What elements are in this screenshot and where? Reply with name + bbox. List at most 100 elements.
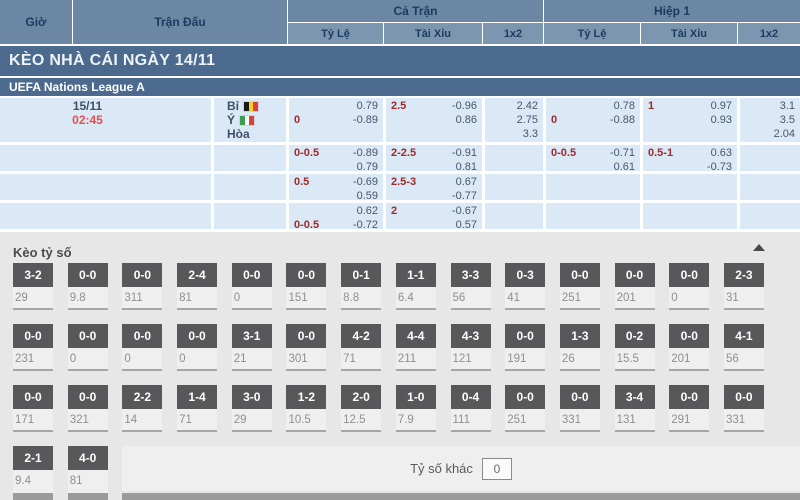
score-cell[interactable]: 3-1 21: [231, 324, 272, 371]
score-box[interactable]: 1-3: [559, 324, 600, 348]
h1-handicap-cell[interactable]: [546, 203, 640, 229]
score-cell[interactable]: 3-0 29: [231, 385, 272, 432]
score-box[interactable]: 1-2: [286, 385, 327, 409]
score-box[interactable]: 4-3: [450, 324, 491, 348]
score-cell[interactable]: 1-1 6.4: [395, 263, 436, 310]
score-cell[interactable]: 0-0 0: [122, 324, 163, 371]
collapse-section-button[interactable]: [751, 241, 767, 253]
score-box[interactable]: 0-0: [122, 324, 163, 348]
ft-handicap-cell[interactable]: 0.5 -0.69 0.59: [289, 174, 383, 200]
ft-overunder-cell[interactable]: 2 -0.67 0.57: [386, 203, 482, 229]
score-box[interactable]: 0-0: [559, 263, 600, 287]
other-score-input[interactable]: [481, 457, 512, 480]
score-cell[interactable]: 0-0 0: [669, 263, 710, 310]
score-box[interactable]: 4-0: [67, 446, 108, 470]
score-box[interactable]: 0-0: [67, 324, 108, 348]
score-cell[interactable]: 4-0 81: [67, 446, 108, 493]
score-box[interactable]: 0-0: [723, 385, 764, 409]
ft-overunder-cell[interactable]: 2.5 -0.96 0.86: [386, 98, 482, 142]
score-box[interactable]: 0-0: [286, 263, 327, 287]
score-cell[interactable]: 4-3 121: [450, 324, 491, 371]
score-cell[interactable]: 1-4 71: [177, 385, 218, 432]
score-box[interactable]: 0-1: [341, 263, 382, 287]
ft-1x2-cell[interactable]: [485, 203, 543, 229]
score-box[interactable]: 0-2: [614, 324, 655, 348]
score-cell[interactable]: 0-0 311: [122, 263, 163, 310]
score-cell[interactable]: 0-0 251: [505, 385, 546, 432]
score-cell[interactable]: 0-0 0: [231, 263, 272, 310]
score-box[interactable]: 0-0: [669, 263, 710, 287]
score-cell[interactable]: 0-0 331: [723, 385, 764, 432]
score-box[interactable]: 4-2: [341, 324, 382, 348]
h1-overunder-cell[interactable]: [643, 174, 737, 200]
ft-overunder-cell[interactable]: 2.5-3 0.67 -0.77: [386, 174, 482, 200]
score-cell[interactable]: 0-0 321: [67, 385, 108, 432]
h1-1x2-cell[interactable]: [740, 145, 800, 171]
h1-overunder-cell[interactable]: 0.5-1 0.63 -0.73: [643, 145, 737, 171]
score-box[interactable]: 0-0: [669, 385, 710, 409]
score-box[interactable]: 2-2: [122, 385, 163, 409]
score-box[interactable]: 2-3: [723, 263, 764, 287]
score-box[interactable]: 0-0: [67, 263, 108, 287]
score-cell[interactable]: 2-2 14: [122, 385, 163, 432]
score-box[interactable]: 1-0: [395, 385, 436, 409]
score-box[interactable]: 0-0: [559, 385, 600, 409]
score-cell[interactable]: 1-0 7.9: [395, 385, 436, 432]
score-box[interactable]: 4-4: [395, 324, 436, 348]
ft-handicap-cell[interactable]: 0-0.5 -0.89 0.79: [289, 145, 383, 171]
h1-overunder-cell[interactable]: 1 0.97 0.93: [643, 98, 737, 142]
score-cell[interactable]: 0-0 251: [559, 263, 600, 310]
score-cell[interactable]: 0-0 151: [286, 263, 327, 310]
score-box[interactable]: 3-0: [231, 385, 272, 409]
score-cell[interactable]: 0-0 0: [177, 324, 218, 371]
score-cell[interactable]: 0-0 171: [13, 385, 53, 432]
score-box[interactable]: 3-1: [231, 324, 272, 348]
score-box[interactable]: 2-1: [13, 446, 53, 470]
score-box[interactable]: 0-0: [122, 263, 163, 287]
score-box[interactable]: 2-0: [341, 385, 382, 409]
h1-handicap-cell[interactable]: [546, 174, 640, 200]
score-cell[interactable]: 0-0 331: [559, 385, 600, 432]
score-cell[interactable]: 0-0 301: [286, 324, 327, 371]
ft-1x2-cell[interactable]: [485, 145, 543, 171]
score-box[interactable]: 0-0: [505, 385, 546, 409]
score-cell[interactable]: 0-4 111: [450, 385, 491, 432]
score-cell[interactable]: 0-0 191: [505, 324, 546, 371]
h1-handicap-cell[interactable]: 0.78 0 -0.88: [546, 98, 640, 142]
h1-1x2-cell[interactable]: 3.1 3.5 2.04: [740, 98, 800, 142]
score-cell[interactable]: 0-0 9.8: [67, 263, 108, 310]
score-box[interactable]: 1-4: [177, 385, 218, 409]
score-cell[interactable]: 4-4 211: [395, 324, 436, 371]
score-box[interactable]: 1-1: [395, 263, 436, 287]
score-cell[interactable]: 3-3 56: [450, 263, 491, 310]
h1-overunder-cell[interactable]: [643, 203, 737, 229]
score-cell[interactable]: 2-0 12.5: [341, 385, 382, 432]
score-box[interactable]: 3-2: [13, 263, 53, 287]
score-box[interactable]: 0-0: [669, 324, 710, 348]
ft-1x2-cell[interactable]: [485, 174, 543, 200]
score-cell[interactable]: 0-0 201: [614, 263, 655, 310]
score-cell[interactable]: 4-1 56: [723, 324, 764, 371]
ft-1x2-cell[interactable]: 2.42 2.75 3.3: [485, 98, 543, 142]
ft-overunder-cell[interactable]: 2-2.5 -0.91 0.81: [386, 145, 482, 171]
score-cell[interactable]: 0-3 41: [505, 263, 546, 310]
score-cell[interactable]: 0-0 201: [669, 324, 710, 371]
score-cell[interactable]: 0-0 291: [669, 385, 710, 432]
ft-handicap-cell[interactable]: 0.62 0-0.5 -0.72: [289, 203, 383, 229]
score-cell[interactable]: 3-4 131: [614, 385, 655, 432]
score-box[interactable]: 4-1: [723, 324, 764, 348]
score-cell[interactable]: 0-1 8.8: [341, 263, 382, 310]
score-cell[interactable]: 0-0 0: [67, 324, 108, 371]
score-box[interactable]: 0-0: [286, 324, 327, 348]
h1-1x2-cell[interactable]: [740, 174, 800, 200]
score-cell[interactable]: 3-2 29: [13, 263, 53, 310]
score-cell[interactable]: 0-0 231: [13, 324, 53, 371]
score-cell[interactable]: 1-3 26: [559, 324, 600, 371]
score-box[interactable]: 2-4: [177, 263, 218, 287]
ft-handicap-cell[interactable]: 0.79 0 -0.89: [289, 98, 383, 142]
score-box[interactable]: 0-4: [450, 385, 491, 409]
score-cell[interactable]: 2-3 31: [723, 263, 764, 310]
score-cell[interactable]: 0-2 15.5: [614, 324, 655, 371]
score-cell[interactable]: 4-2 71: [341, 324, 382, 371]
h1-handicap-cell[interactable]: 0-0.5 -0.71 0.61: [546, 145, 640, 171]
